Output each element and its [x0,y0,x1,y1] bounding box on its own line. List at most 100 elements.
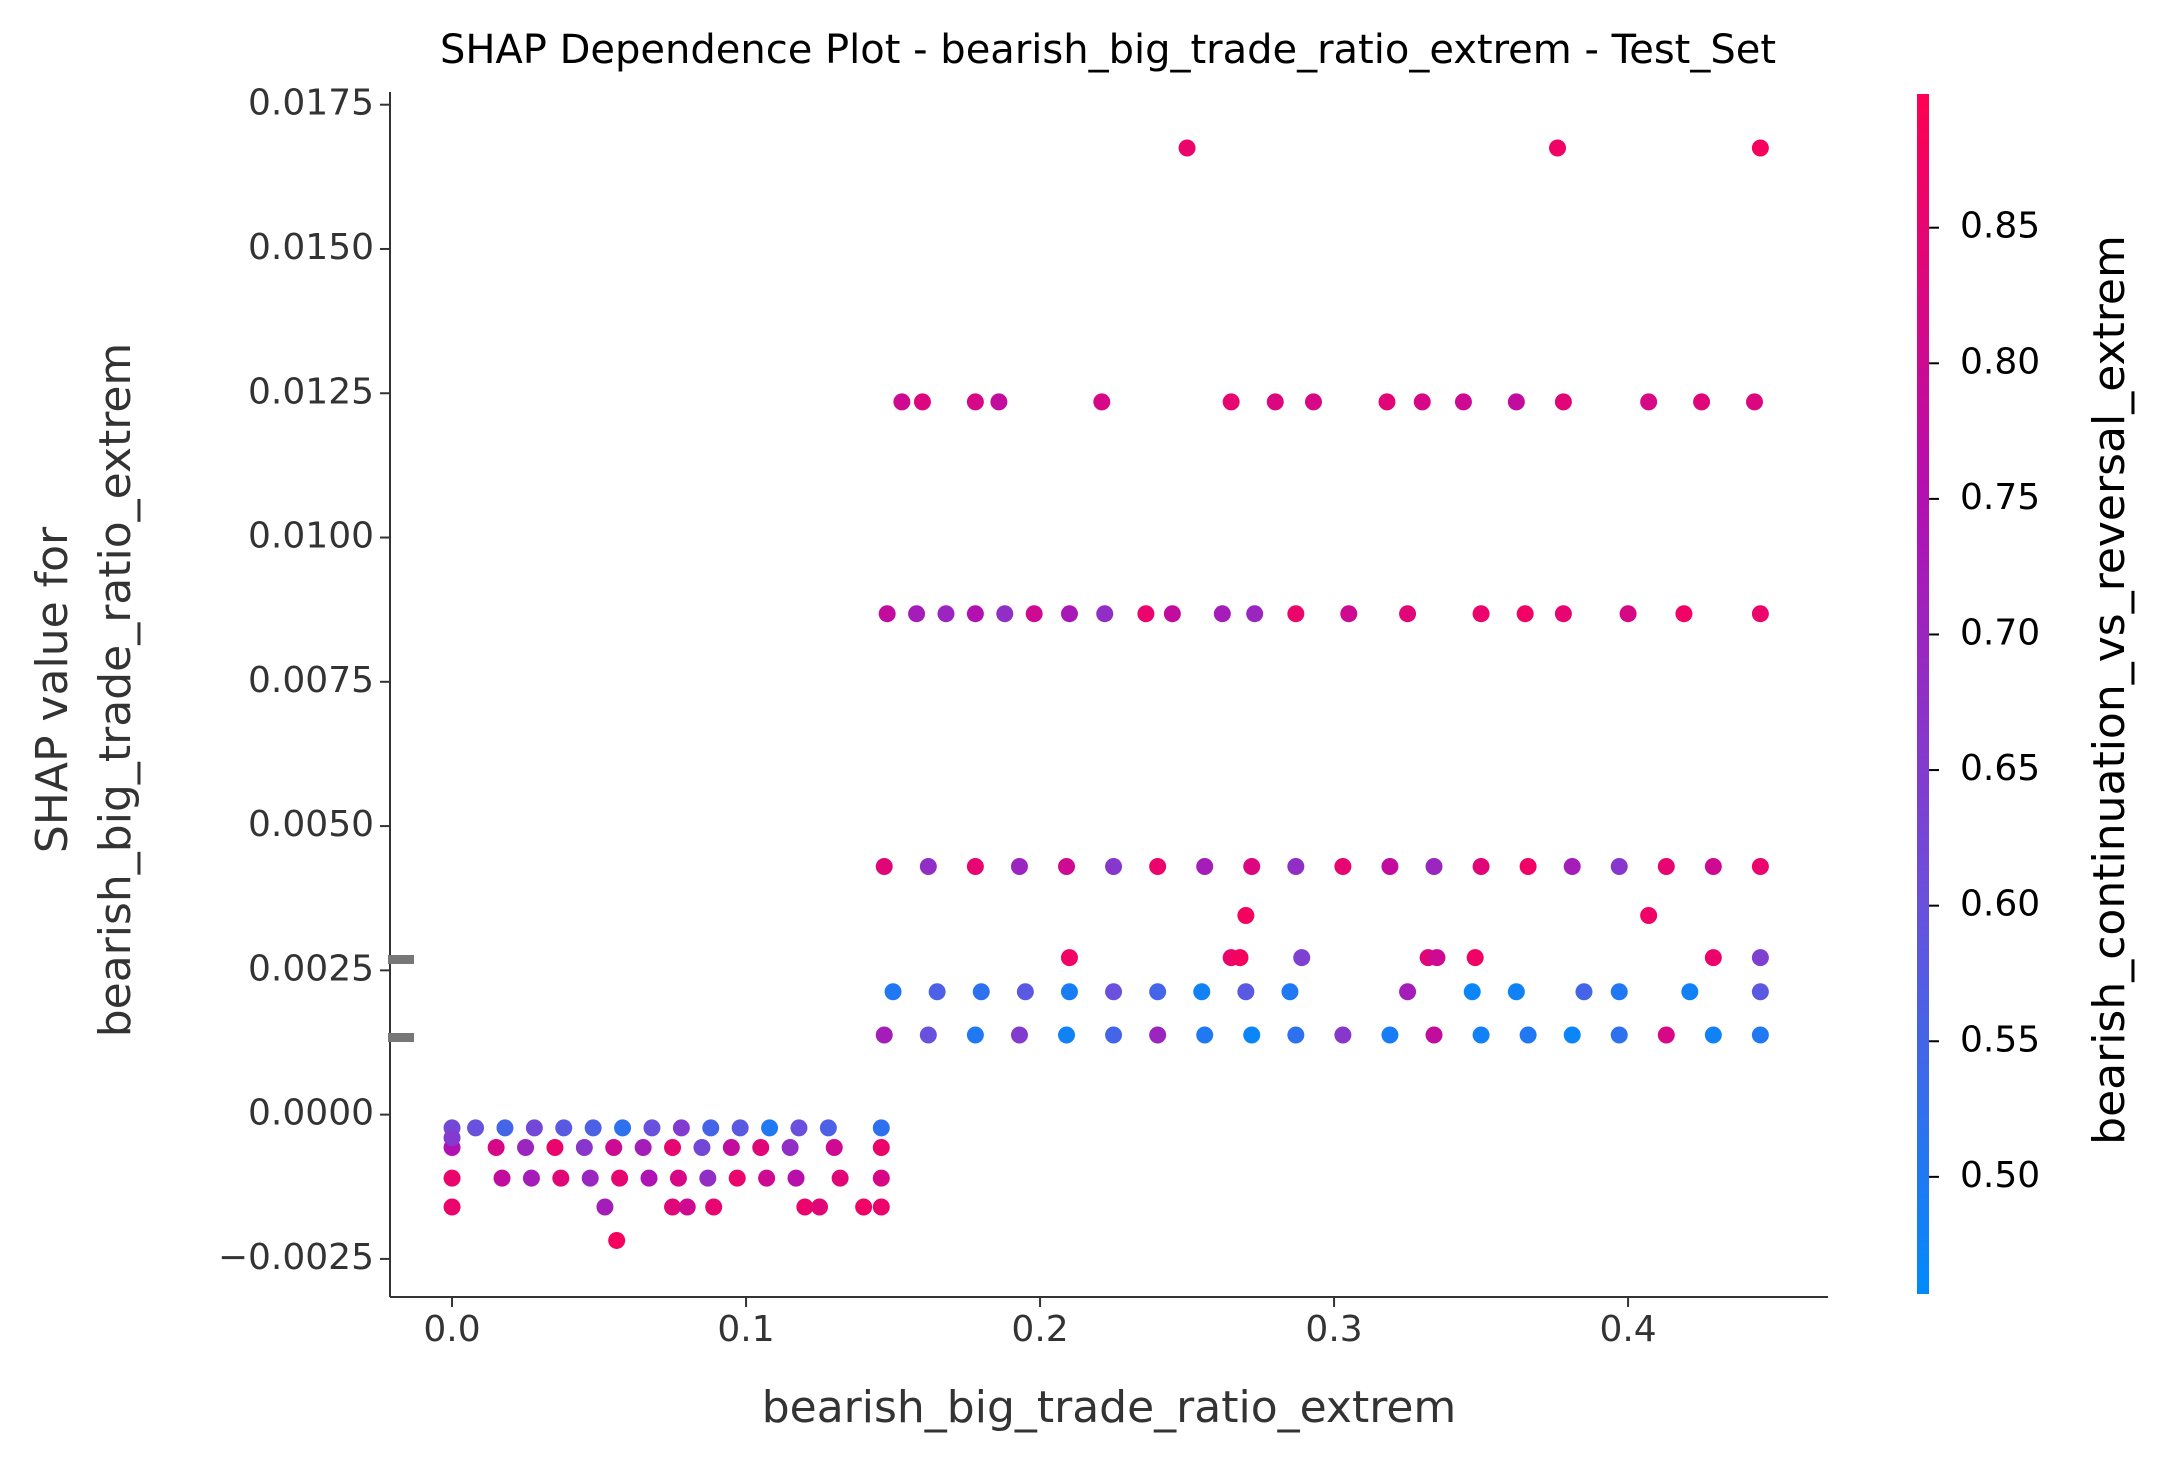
scatter-point [831,1169,849,1187]
scatter-point [467,1119,485,1137]
scatter-point [1287,1026,1305,1044]
scatter-point [966,393,984,411]
y-tick-label: 0.0025 [248,948,374,989]
scatter-point [1010,857,1028,875]
scatter-point [1751,983,1769,1001]
y-axis-label: bearish_big_trade_ratio_extrem [90,343,141,1038]
scatter-point [1105,983,1123,1001]
y-tick-label: 0.0100 [248,516,374,557]
scatter-point [693,1139,711,1157]
scatter-point [608,1231,626,1249]
scatter-point [919,857,937,875]
scatter-point [878,605,896,623]
scatter-point [1549,139,1567,157]
scatter-point [1266,393,1284,411]
scatter-point [1399,605,1417,623]
scatter-point [1060,949,1078,967]
scatter-point [1751,857,1769,875]
scatter-point [1563,1026,1581,1044]
scatter-point [678,1198,696,1216]
colorbar-tick-label: 0.85 [1960,206,2040,247]
scatter-point [1237,907,1255,925]
scatter-point [990,393,1008,411]
y-tick-label: −0.0025 [218,1237,374,1278]
scatter-point [893,393,911,411]
scatter-point [1287,857,1305,875]
scatter-point [1472,605,1490,623]
scatter-point [1381,857,1399,875]
colorbar-tick-label: 0.70 [1960,612,2040,653]
scatter-point [643,1119,661,1137]
chart-title: SHAP Dependence Plot - bearish_big_trade… [440,27,1776,73]
axis-marker [388,955,414,964]
scatter-point [1507,983,1525,1001]
scatter-point [1454,393,1472,411]
scatter-point [1058,1026,1076,1044]
scatter-point [443,1169,461,1187]
scatter-point [555,1119,573,1137]
scatter-point [1016,983,1034,1001]
scatter-point [1519,1026,1537,1044]
scatter-point [996,605,1014,623]
scatter-point [1196,857,1214,875]
scatter-point [1287,605,1305,623]
scatter-point [937,605,955,623]
scatter-point [1681,983,1699,1001]
scatter-point [728,1169,746,1187]
x-tick-label: 0.3 [1305,1309,1362,1350]
scatter-point [1334,1026,1352,1044]
scatter-point [1657,1026,1675,1044]
scatter-point [1554,393,1572,411]
scatter-point [493,1169,511,1187]
scatter-point [761,1119,779,1137]
scatter-point [522,1169,540,1187]
scatter-point [875,857,893,875]
scatter-point [1519,857,1537,875]
scatter-point [1610,983,1628,1001]
colorbar-tick-label: 0.60 [1960,884,2040,925]
scatter-point [1472,857,1490,875]
scatter-point [517,1139,535,1157]
scatter-point [443,1129,461,1147]
scatter-point [1554,605,1572,623]
scatter-point [1704,857,1722,875]
scatter-point [705,1198,723,1216]
scatter-point [1281,983,1299,1001]
scatter-point [731,1119,749,1137]
scatter-point [581,1169,599,1187]
scatter-point [496,1119,514,1137]
scatter-point [1137,605,1155,623]
scatter-point [1340,605,1358,623]
scatter-point [1675,605,1693,623]
scatter-point [790,1119,808,1137]
scatter-point [443,1198,461,1216]
scatter-point [825,1139,843,1157]
scatter-point [872,1119,890,1137]
scatter-point [1025,605,1043,623]
scatter-point [972,983,990,1001]
scatter-point [1058,857,1076,875]
scatter-point [787,1169,805,1187]
scatter-point [614,1119,632,1137]
scatter-point [672,1119,690,1137]
scatter-point [1640,907,1658,925]
colorbar-tick-label: 0.55 [1960,1019,2040,1060]
scatter-point [1163,605,1181,623]
colorbar-tick-label: 0.65 [1960,748,2040,789]
y-tick-label: 0.0175 [248,83,374,124]
scatter-point [575,1139,593,1157]
scatter-point [634,1139,652,1157]
y-tick-label: 0.0075 [248,660,374,701]
scatter-point [872,1139,890,1157]
scatter-point [1196,1026,1214,1044]
scatter-point [811,1198,829,1216]
scatter-point [1425,857,1443,875]
scatter-point [1472,1026,1490,1044]
scatter-point [1751,139,1769,157]
scatter-point [1745,393,1763,411]
scatter-point [596,1198,614,1216]
scatter-point [1093,393,1111,411]
scatter-point [584,1119,602,1137]
x-tick-label: 0.0 [423,1309,480,1350]
